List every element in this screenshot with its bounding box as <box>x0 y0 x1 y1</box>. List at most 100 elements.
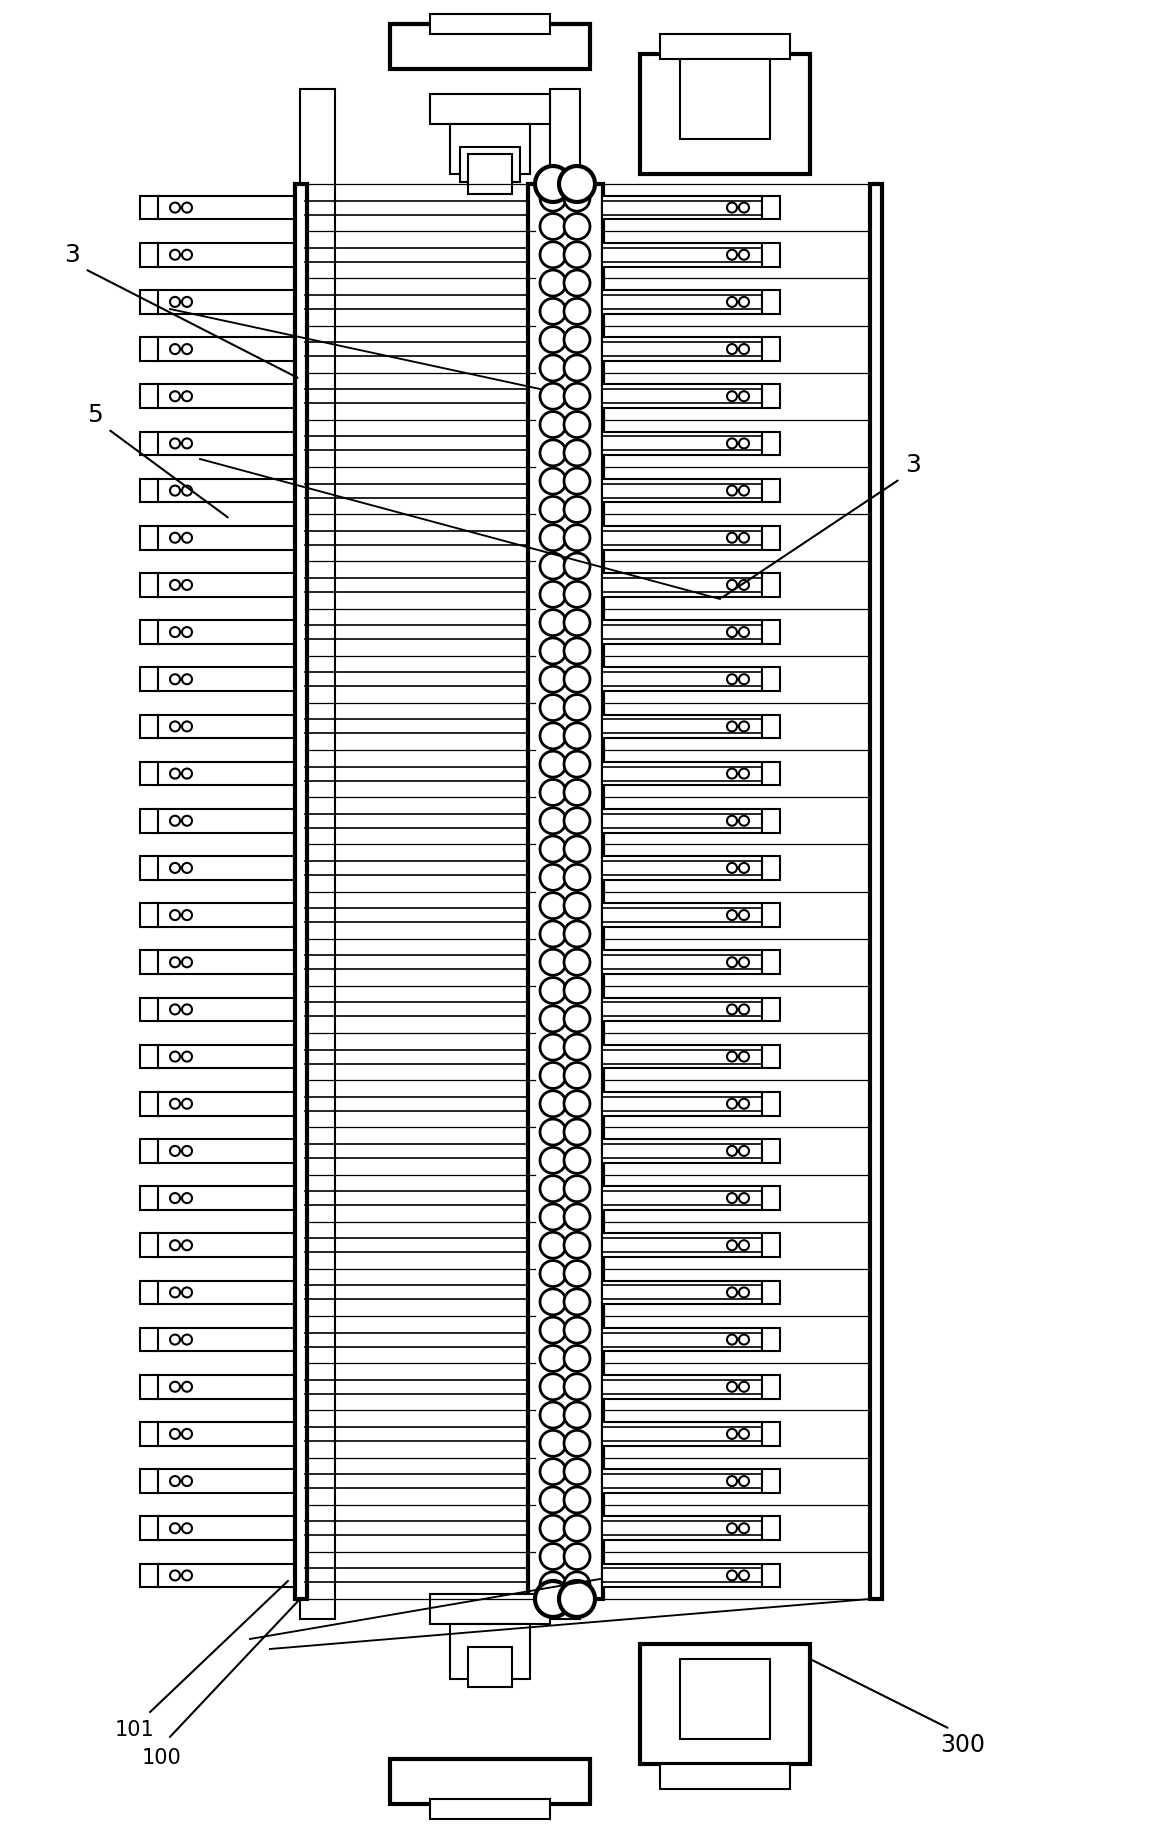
Circle shape <box>540 780 566 806</box>
Circle shape <box>739 440 749 449</box>
Circle shape <box>540 385 566 410</box>
Circle shape <box>540 1147 566 1174</box>
Circle shape <box>564 1488 590 1513</box>
Circle shape <box>564 1035 590 1061</box>
Bar <box>430 1594 550 1625</box>
Bar <box>155 1469 305 1493</box>
Circle shape <box>540 1515 566 1541</box>
Bar <box>140 1140 158 1163</box>
Bar <box>140 573 158 597</box>
Text: 100: 100 <box>142 1748 182 1768</box>
Bar <box>602 291 762 315</box>
Circle shape <box>726 299 737 308</box>
Bar <box>140 714 158 738</box>
Bar <box>602 762 762 786</box>
Bar <box>602 244 762 267</box>
Circle shape <box>182 1524 192 1533</box>
Circle shape <box>182 1477 192 1486</box>
Bar <box>602 1092 762 1116</box>
Bar <box>762 385 780 409</box>
Circle shape <box>540 1488 566 1513</box>
Circle shape <box>540 553 566 579</box>
Circle shape <box>540 1544 566 1570</box>
Circle shape <box>739 1099 749 1108</box>
Bar <box>602 1517 762 1541</box>
Circle shape <box>171 958 180 967</box>
Circle shape <box>540 583 566 608</box>
Circle shape <box>182 911 192 921</box>
Bar <box>390 26 590 70</box>
Circle shape <box>564 751 590 779</box>
Circle shape <box>171 817 180 826</box>
Circle shape <box>540 496 566 524</box>
Circle shape <box>540 1290 566 1315</box>
Circle shape <box>564 949 590 976</box>
Circle shape <box>540 1176 566 1202</box>
Circle shape <box>739 1193 749 1204</box>
Bar <box>602 1376 762 1400</box>
Bar <box>155 810 305 834</box>
Circle shape <box>726 344 737 355</box>
Circle shape <box>182 440 192 449</box>
Circle shape <box>564 1290 590 1315</box>
Circle shape <box>739 1006 749 1015</box>
Bar <box>140 196 158 220</box>
Circle shape <box>182 628 192 638</box>
Circle shape <box>540 1347 566 1372</box>
Circle shape <box>182 769 192 779</box>
Circle shape <box>182 1570 192 1581</box>
Circle shape <box>540 271 566 297</box>
Circle shape <box>540 1119 566 1145</box>
Bar <box>602 339 762 361</box>
Circle shape <box>564 385 590 410</box>
Bar <box>140 810 158 834</box>
Circle shape <box>726 628 737 638</box>
Circle shape <box>182 485 192 496</box>
Circle shape <box>564 553 590 579</box>
Bar <box>602 857 762 879</box>
Bar <box>155 432 305 456</box>
Circle shape <box>564 1006 590 1031</box>
Circle shape <box>540 1233 566 1259</box>
Circle shape <box>540 355 566 381</box>
Bar <box>602 951 762 975</box>
Circle shape <box>540 667 566 692</box>
Circle shape <box>739 1570 749 1581</box>
Bar <box>155 1140 305 1163</box>
Bar <box>155 1281 305 1304</box>
Circle shape <box>739 1052 749 1063</box>
Circle shape <box>739 911 749 921</box>
Bar <box>155 480 305 504</box>
Bar <box>155 669 305 692</box>
Circle shape <box>182 863 192 874</box>
Bar <box>140 385 158 409</box>
Circle shape <box>726 674 737 685</box>
Bar <box>762 951 780 975</box>
Bar <box>140 621 158 645</box>
Bar <box>140 526 158 550</box>
Bar <box>762 621 780 645</box>
Circle shape <box>171 581 180 590</box>
Circle shape <box>739 863 749 874</box>
Bar <box>296 185 307 1599</box>
Bar <box>155 1422 305 1445</box>
Circle shape <box>540 694 566 722</box>
Circle shape <box>564 837 590 863</box>
Circle shape <box>540 751 566 779</box>
Bar <box>762 1046 780 1068</box>
Circle shape <box>171 863 180 874</box>
Circle shape <box>540 1035 566 1061</box>
Bar <box>870 185 882 1599</box>
Circle shape <box>564 1431 590 1456</box>
Circle shape <box>564 978 590 1004</box>
Circle shape <box>171 1570 180 1581</box>
Circle shape <box>564 355 590 381</box>
Bar <box>680 1660 770 1739</box>
Circle shape <box>540 1431 566 1456</box>
Bar <box>468 156 512 194</box>
Circle shape <box>171 251 180 260</box>
Bar <box>762 291 780 315</box>
Circle shape <box>564 214 590 240</box>
Circle shape <box>182 1099 192 1108</box>
Bar <box>762 573 780 597</box>
